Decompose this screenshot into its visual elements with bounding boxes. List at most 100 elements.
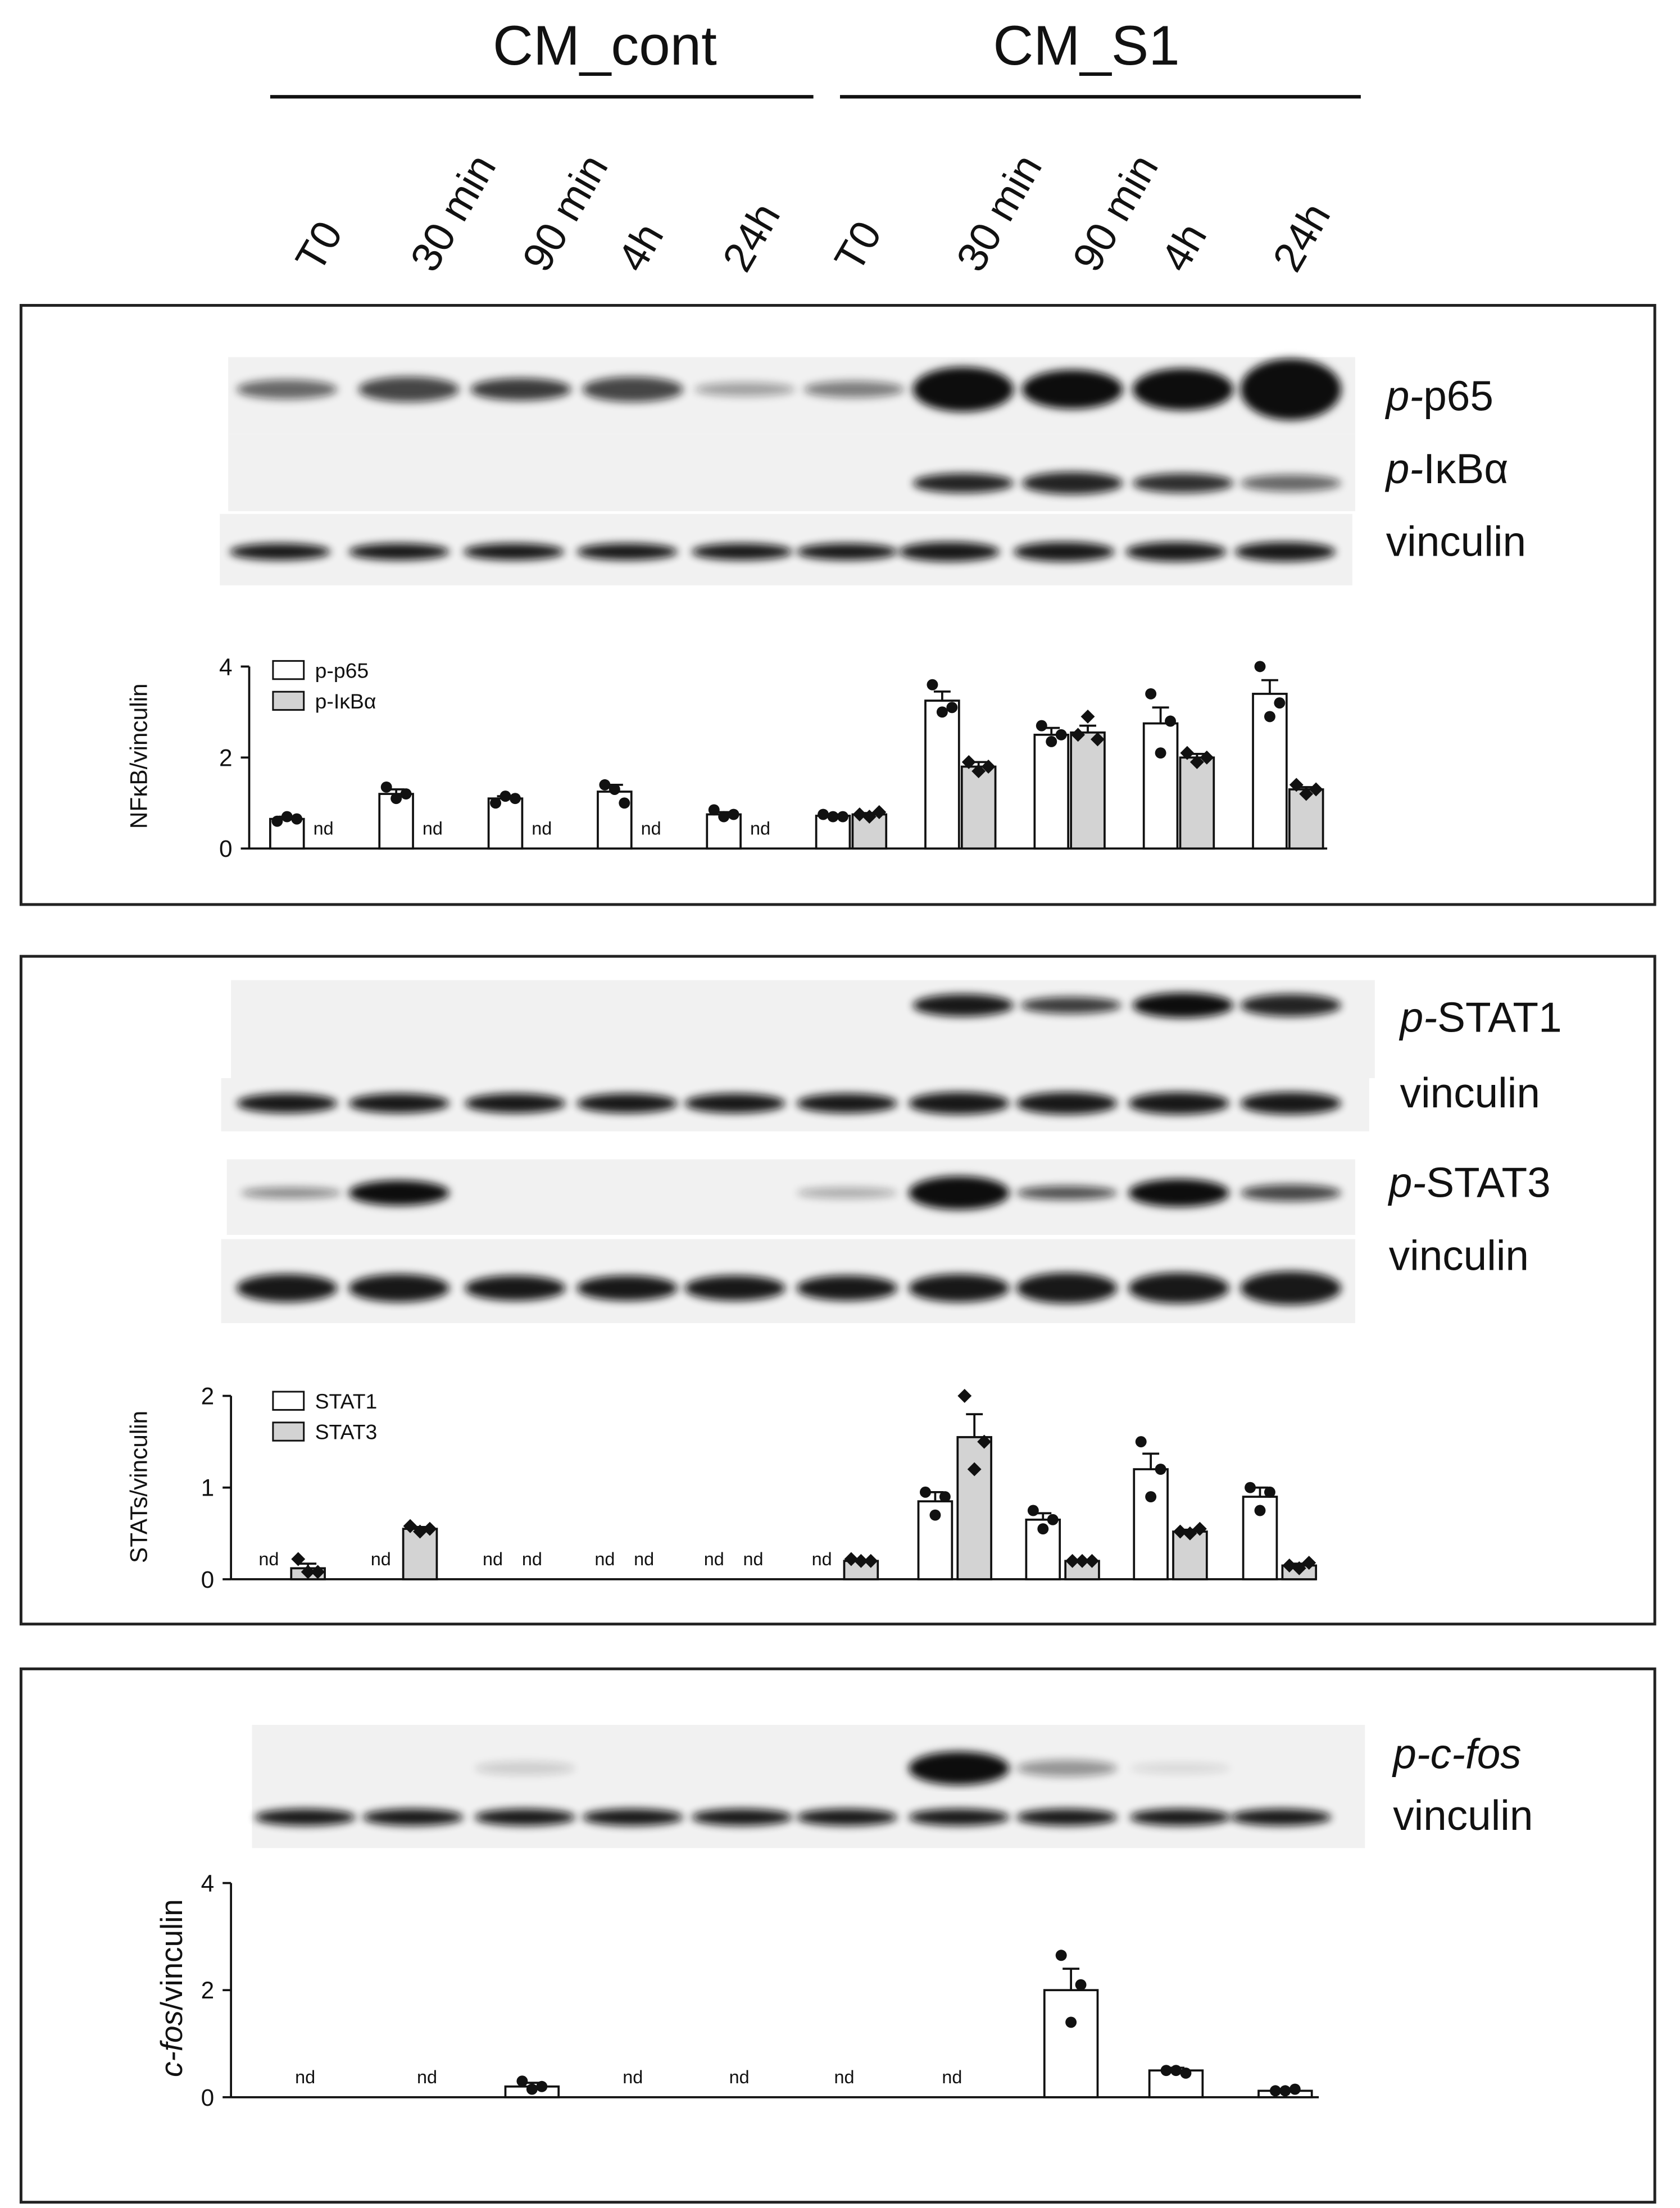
data-point [1080, 709, 1095, 724]
blot-label-italic: p- [1385, 445, 1423, 492]
blot-band [1240, 358, 1342, 420]
data-point [818, 808, 829, 820]
data-point [1264, 711, 1275, 723]
data-point [1254, 1505, 1266, 1516]
blot-band [909, 1092, 1010, 1115]
blot-label: p-STAT1 [1399, 994, 1562, 1041]
data-point [967, 1462, 982, 1476]
data-point [1192, 1521, 1207, 1536]
blot-label: p-p65 [1385, 372, 1493, 419]
data-point [1274, 697, 1286, 709]
data-point [1037, 1523, 1049, 1535]
data-point [1289, 2083, 1301, 2095]
blot-label: p-c-fos [1392, 1730, 1521, 1777]
blot-band [1234, 542, 1336, 562]
data-point [1075, 1979, 1087, 1991]
blot-band [1020, 997, 1121, 1014]
bar [1179, 756, 1215, 850]
bar [1133, 1468, 1169, 1580]
data-point [619, 797, 630, 809]
data-point [862, 810, 877, 824]
value-label: nd [729, 2067, 750, 2087]
data-point [1155, 1464, 1166, 1475]
data-point [872, 805, 887, 819]
data-point [609, 784, 620, 795]
blot-band [796, 1187, 898, 1199]
blot-band [255, 1809, 356, 1826]
data-point [827, 811, 839, 823]
legend-label: STAT1 [315, 1389, 378, 1413]
blot-band [1016, 1185, 1118, 1200]
data-point [977, 1434, 992, 1449]
data-point [1065, 2016, 1077, 2028]
data-point [1065, 1553, 1080, 1568]
legend-swatch [272, 1391, 305, 1411]
value-label: nd [258, 1549, 279, 1569]
blot-band [796, 1809, 898, 1826]
value-label: nd [834, 2067, 854, 2087]
data-point [1046, 736, 1057, 747]
timepoint-label: T0 [825, 213, 891, 279]
data-point [1155, 747, 1166, 759]
data-point [1282, 1558, 1297, 1573]
data-point [1173, 1524, 1187, 1539]
blot-band [1132, 368, 1234, 411]
blot-band [237, 379, 338, 399]
blot-band [1231, 1809, 1332, 1826]
blot-band [237, 1274, 338, 1302]
blot-band [803, 381, 905, 398]
data-point [281, 811, 293, 823]
group-label: CM_cont [493, 15, 717, 77]
data-point [929, 1509, 941, 1521]
timepoint-label: 30 min [947, 146, 1051, 279]
data-point [490, 797, 502, 809]
data-point [500, 790, 511, 802]
blot-band [1021, 370, 1123, 409]
data-point [708, 804, 720, 816]
data-point [400, 788, 412, 800]
value-label: nd [812, 1549, 832, 1569]
blot-band [1132, 992, 1234, 1018]
blot-band [912, 473, 1014, 493]
blot-band [796, 1275, 898, 1301]
data-point [1245, 1482, 1256, 1493]
error-bar [1063, 1968, 1080, 1991]
blot-band [1128, 1273, 1229, 1304]
blot-band [465, 1093, 566, 1114]
blot-label-italic: p- [1399, 994, 1437, 1041]
data-point [981, 760, 996, 774]
value-label: nd [623, 2067, 643, 2087]
blot-band [909, 1274, 1010, 1302]
blot-label: vinculin [1386, 518, 1526, 565]
value-label: nd [594, 1549, 615, 1569]
y-tick-label: 4 [201, 1870, 215, 1897]
value-label: nd [371, 1549, 391, 1569]
blot-band [348, 1180, 449, 1206]
data-point [509, 793, 521, 805]
y-axis-label: c-fos/vinculin [154, 1899, 189, 2077]
bar [1033, 733, 1070, 850]
value-label: nd [750, 818, 770, 838]
blot-band [1128, 1179, 1229, 1207]
data-point [920, 1486, 931, 1498]
bar [956, 1436, 992, 1580]
blot-band [1013, 542, 1115, 562]
blot-band [474, 1761, 576, 1775]
data-point [1279, 2085, 1291, 2097]
blot-band [1016, 1760, 1118, 1777]
data-point [1289, 778, 1304, 792]
blot-label-text: vinculin [1400, 1069, 1540, 1116]
y-tick-label: 2 [219, 744, 233, 771]
data-point [1269, 2085, 1281, 2097]
timepoint-label: 90 min [1063, 146, 1167, 279]
panel-frame [19, 1667, 1656, 2204]
data-point [837, 811, 848, 823]
data-point [936, 706, 948, 718]
data-point [403, 1519, 417, 1533]
blot-band [358, 376, 460, 402]
value-label: nd [532, 818, 552, 838]
value-label: nd [423, 818, 443, 838]
y-tick-label: 1 [201, 1475, 215, 1501]
blot-label: p-IκBα [1385, 445, 1509, 492]
blot-band [1016, 1809, 1118, 1826]
